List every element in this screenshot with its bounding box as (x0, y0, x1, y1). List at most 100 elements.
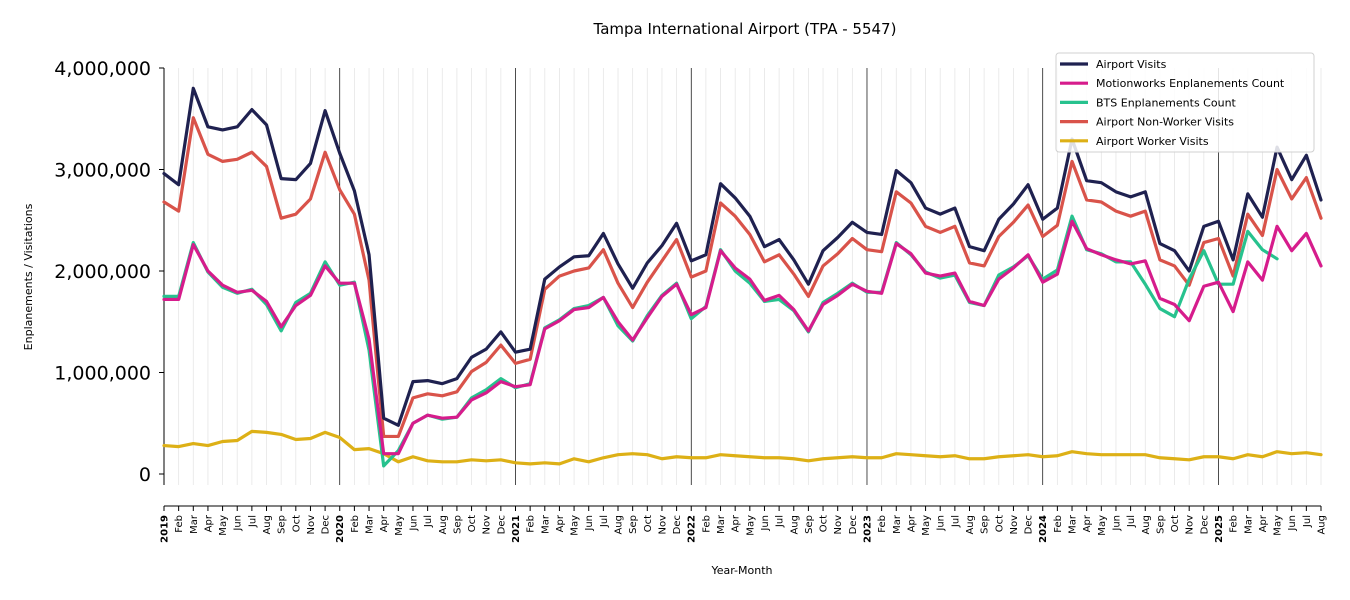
x-month-label: Apr (731, 514, 742, 532)
x-year-label: 2025 (1214, 515, 1225, 543)
x-year-label: 2020 (335, 515, 346, 543)
x-month-label: Apr (555, 514, 566, 532)
x-month-label: Sep (1155, 515, 1166, 534)
x-month-label: Feb (1053, 515, 1064, 533)
x-year-label: 2024 (1038, 515, 1049, 543)
axes (159, 67, 1322, 511)
x-month-label: Sep (804, 515, 815, 534)
x-month-label: Mar (365, 514, 376, 534)
y-tick-label: 2,000,000 (54, 261, 151, 283)
x-axis-label: Year-Month (710, 564, 772, 577)
x-month-label: Jun (1111, 515, 1122, 532)
series-line-airport-non-worker-visits (162, 116, 1323, 439)
x-month-label: Sep (628, 515, 639, 534)
x-month-label: May (745, 515, 756, 536)
x-month-label: Mar (716, 514, 727, 534)
x-month-label: Oct (1170, 515, 1181, 532)
x-month-label: Jun (760, 515, 771, 532)
x-month-label: Nov (657, 515, 668, 535)
x-month-label: Dec (1199, 515, 1210, 534)
x-year-label: 2019 (160, 515, 171, 543)
x-month-label: Apr (203, 514, 214, 532)
x-month-label: May (570, 515, 581, 536)
x-month-label: Apr (906, 514, 917, 532)
x-month-label: Mar (892, 514, 903, 534)
x-month-label: Oct (819, 515, 830, 532)
series-line-airport-worker-visits (162, 429, 1323, 466)
x-month-label: Jun (408, 515, 419, 532)
series-line-motionworks-enplanements-count (162, 219, 1323, 456)
y-tick-label: 3,000,000 (54, 160, 151, 182)
x-month-label: May (394, 515, 405, 536)
x-month-label: Aug (1141, 515, 1152, 535)
x-month-label: Jul (1302, 515, 1313, 528)
x-month-label: Feb (174, 515, 185, 533)
x-month-label: Dec (496, 515, 507, 534)
x-month-label: Jul (247, 515, 258, 528)
x-month-label: Jul (599, 515, 610, 528)
x-month-label: Jun (1287, 515, 1298, 532)
x-month-label: May (1273, 515, 1284, 536)
legend-label: Motionworks Enplanements Count (1096, 77, 1285, 90)
x-month-label: Dec (1024, 515, 1035, 534)
x-month-label: Aug (262, 515, 273, 535)
legend-box (1055, 52, 1315, 153)
x-month-label: Feb (701, 515, 712, 533)
x-month-label: Nov (1185, 515, 1196, 535)
x-month-label: May (1097, 515, 1108, 536)
x-month-label: Jun (584, 515, 595, 532)
legend-label: BTS Enplanements Count (1096, 96, 1237, 109)
x-month-label: Sep (452, 515, 463, 534)
x-month-label: Dec (672, 515, 683, 534)
x-month-label: Dec (321, 515, 332, 534)
x-month-label: Nov (833, 515, 844, 535)
y-tick-label: 1,000,000 (54, 363, 151, 385)
legend-label: Airport Non-Worker Visits (1096, 116, 1234, 129)
x-month-label: Jun (936, 515, 947, 532)
x-month-label: Nov (1009, 515, 1020, 535)
x-month-label: Aug (965, 515, 976, 535)
x-month-label: Sep (277, 515, 288, 534)
x-month-label: Jul (775, 515, 786, 528)
x-month-label: Sep (980, 515, 991, 534)
x-year-label: 2021 (511, 515, 522, 543)
y-tick-label: 0 (139, 464, 151, 486)
x-month-label: Feb (350, 515, 361, 533)
x-month-label: Jul (1126, 515, 1137, 528)
x-month-label: Oct (467, 515, 478, 532)
x-month-label: Mar (540, 514, 551, 534)
x-month-label: Mar (1243, 514, 1254, 534)
x-tick-labels: 2019 Feb Mar Apr May Jun Jul Aug Sep Oct Nov Dec 202… (160, 514, 1328, 543)
x-month-label: Jul (423, 515, 434, 528)
x-month-label: Apr (1258, 514, 1269, 532)
x-year-label: 2023 (862, 515, 873, 543)
x-month-label: Feb (1229, 515, 1240, 533)
y-tick-labels: 0 1,000,000 2,000,000 3,000,000 4,000,000 (54, 58, 151, 486)
y-tick-label: 4,000,000 (54, 58, 151, 80)
x-month-label: Oct (994, 515, 1005, 532)
series-line-airport-visits (162, 86, 1323, 427)
x-month-label: Jul (950, 515, 961, 528)
x-month-label: Dec (848, 515, 859, 534)
x-month-label: Feb (877, 515, 888, 533)
y-axis-label: Enplanements / Visitations (22, 203, 35, 350)
x-month-label: Nov (306, 515, 317, 535)
x-month-label: Aug (789, 515, 800, 535)
series-lines (162, 86, 1323, 468)
x-month-label: May (921, 515, 932, 536)
x-month-label: Mar (1068, 514, 1079, 534)
x-month-label: Nov (482, 515, 493, 535)
x-month-label: May (218, 515, 229, 536)
x-month-label: Apr (1082, 514, 1093, 532)
vertical-grid (163, 68, 1322, 485)
legend: Airport Visits Motionworks Enplanements C… (1055, 52, 1315, 153)
x-month-label: Mar (189, 514, 200, 534)
x-month-label: Apr (379, 514, 390, 532)
x-month-label: Aug (438, 515, 449, 535)
x-month-label: Aug (1317, 515, 1328, 535)
x-year-label: 2022 (687, 515, 698, 543)
chart-title: Tampa International Airport (TPA - 5547) (593, 20, 897, 38)
legend-label: Airport Worker Visits (1096, 135, 1209, 148)
x-month-label: Oct (291, 515, 302, 532)
